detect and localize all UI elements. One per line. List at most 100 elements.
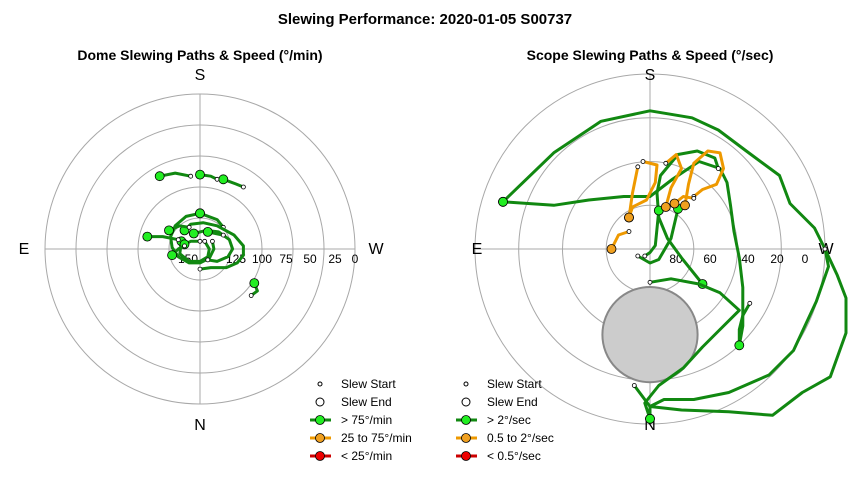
scope-slew-path	[664, 153, 683, 209]
scope-radial-tick-label: 20	[770, 252, 784, 266]
dome-legend-fast-marker	[315, 415, 325, 425]
scope-legend-fast: > 2°/sec	[487, 413, 531, 427]
dome-slew-end-marker	[209, 238, 215, 244]
scope-slew-end-marker	[626, 229, 632, 234]
dome-cardinal-right: W	[368, 241, 384, 258]
scope-slew-path	[643, 277, 741, 421]
dome-legend-end: Slew End	[341, 395, 392, 409]
dome-panel: Dome Slewing Paths & Speed (°/min) 150 12…	[19, 47, 412, 463]
scope-legend-medium: 0.5 to 2°/sec	[487, 431, 554, 445]
dome-slew-start-marker	[195, 208, 205, 219]
scope-slew-end-marker	[663, 160, 669, 166]
scope-legend-slow: < 0.5°/sec	[487, 449, 541, 463]
scope-slew-start-marker	[660, 202, 671, 212]
scope-slew-end-marker	[715, 166, 721, 171]
dome-slew-start-marker	[167, 250, 178, 261]
dome-slew-path	[183, 221, 245, 271]
dome-slew-end-marker	[220, 232, 226, 238]
scope-cardinal-bottom: N	[644, 417, 656, 434]
scope-legend-start-marker	[463, 381, 469, 387]
scope-slew-start-marker	[624, 212, 634, 223]
scope-slew-end-marker	[822, 246, 828, 252]
dome-slew-path	[198, 211, 225, 229]
dome-slew-path	[169, 211, 216, 265]
scope-legend: Slew Start Slew End > 2°/sec 0.5 to 2°/s…	[456, 377, 554, 463]
scope-slew-start-marker	[645, 413, 655, 424]
dome-legend-fast: > 75°/min	[341, 413, 392, 427]
scope-slew-path	[610, 230, 631, 251]
scope-cardinal-top: S	[645, 67, 656, 84]
dome-slew-start-marker	[218, 174, 229, 185]
dome-radial-tick-label: 0	[352, 252, 359, 266]
scope-slew-end-marker	[631, 383, 637, 388]
scope-slew-start-marker	[498, 196, 508, 207]
dome-slew-end-marker	[197, 266, 203, 272]
dome-slew-end-marker	[248, 293, 254, 298]
dome-slew-end-marker	[175, 237, 181, 243]
figure-title: Slewing Performance: 2020-01-05 S00737	[278, 11, 572, 28]
scope-legend-medium-marker	[461, 433, 471, 443]
dome-slew-start-marker	[195, 169, 205, 180]
scope-legend-fast-marker	[461, 415, 471, 425]
dome-radial-tick-label: 50	[303, 252, 317, 266]
scope-slew-path	[627, 160, 659, 219]
scope-slew-end-marker	[647, 279, 653, 285]
dome-legend: Slew Start Slew End > 75°/min 25 to 75°/…	[310, 377, 412, 463]
scope-radial-tick-label: 40	[741, 252, 755, 266]
dome-legend-medium: 25 to 75°/min	[341, 431, 412, 445]
dome-slew-end-marker	[186, 224, 192, 230]
scope-slew-path	[648, 247, 830, 421]
dome-slew-end-marker	[240, 184, 246, 190]
dome-slew-start-marker	[142, 231, 153, 242]
dome-slew-path	[178, 239, 211, 263]
scope-legend-end-marker	[461, 397, 471, 407]
scope-slew-end-marker	[635, 253, 641, 259]
scope-slew-end-marker	[747, 300, 753, 306]
dome-cardinal-left: E	[19, 241, 30, 258]
scope-slew-start-marker	[680, 200, 690, 211]
dome-slew-end-marker	[182, 243, 187, 249]
dome-slew-start-marker	[249, 278, 260, 289]
scope-exclusion-zone	[601, 286, 699, 384]
dome-legend-end-marker	[315, 397, 325, 407]
dome-slew-end-marker	[188, 173, 194, 179]
dome-legend-start: Slew Start	[341, 377, 396, 391]
scope-legend-start: Slew Start	[487, 377, 542, 391]
scope-slew-start-marker	[606, 244, 617, 254]
scope-slew-end-marker	[640, 159, 646, 164]
dome-slew-start-marker	[164, 225, 174, 236]
dome-radial-tick-label: 25	[328, 252, 342, 266]
scope-radial-tick-label: 0	[802, 252, 809, 266]
scope-slew-start-marker	[734, 340, 745, 351]
dome-legend-medium-marker	[315, 433, 325, 443]
dome-chart-title: Dome Slewing Paths & Speed (°/min)	[77, 47, 322, 63]
scope-radial-tick-label: 60	[703, 252, 717, 266]
scope-slew-end-marker	[691, 195, 697, 201]
dome-slew-path	[158, 171, 193, 178]
scope-radial-ticks: 80 60 40 20 0	[669, 252, 808, 266]
scope-slew-path	[737, 301, 752, 347]
scope-legend-end: Slew End	[487, 395, 538, 409]
dome-slew-start-marker	[202, 226, 213, 237]
dome-polar-grid	[44, 93, 356, 405]
scope-legend-slow-marker	[461, 451, 471, 461]
dome-legend-start-marker	[317, 381, 323, 387]
scope-panel: Scope Slewing Paths & Speed (°/sec) 80 60…	[456, 47, 848, 463]
scope-slew-paths	[498, 109, 848, 424]
dome-slew-start-marker	[188, 228, 199, 239]
dome-cardinal-bottom: N	[194, 417, 206, 434]
dome-cardinal-top: S	[195, 67, 206, 84]
dome-radial-tick-label: 100	[252, 252, 272, 266]
dome-slew-end-marker	[205, 257, 211, 263]
dome-slew-start-marker	[154, 171, 165, 182]
dome-slew-end-marker	[197, 238, 203, 244]
dome-slew-path	[145, 235, 180, 242]
dome-legend-slow: < 25°/min	[341, 449, 392, 463]
dome-slew-end-marker	[202, 238, 208, 244]
dome-slew-paths	[142, 169, 260, 298]
scope-cardinal-left: E	[472, 241, 483, 258]
scope-slew-end-marker	[642, 253, 648, 259]
scope-slew-start-marker	[669, 198, 680, 209]
scope-slew-path	[683, 149, 725, 207]
